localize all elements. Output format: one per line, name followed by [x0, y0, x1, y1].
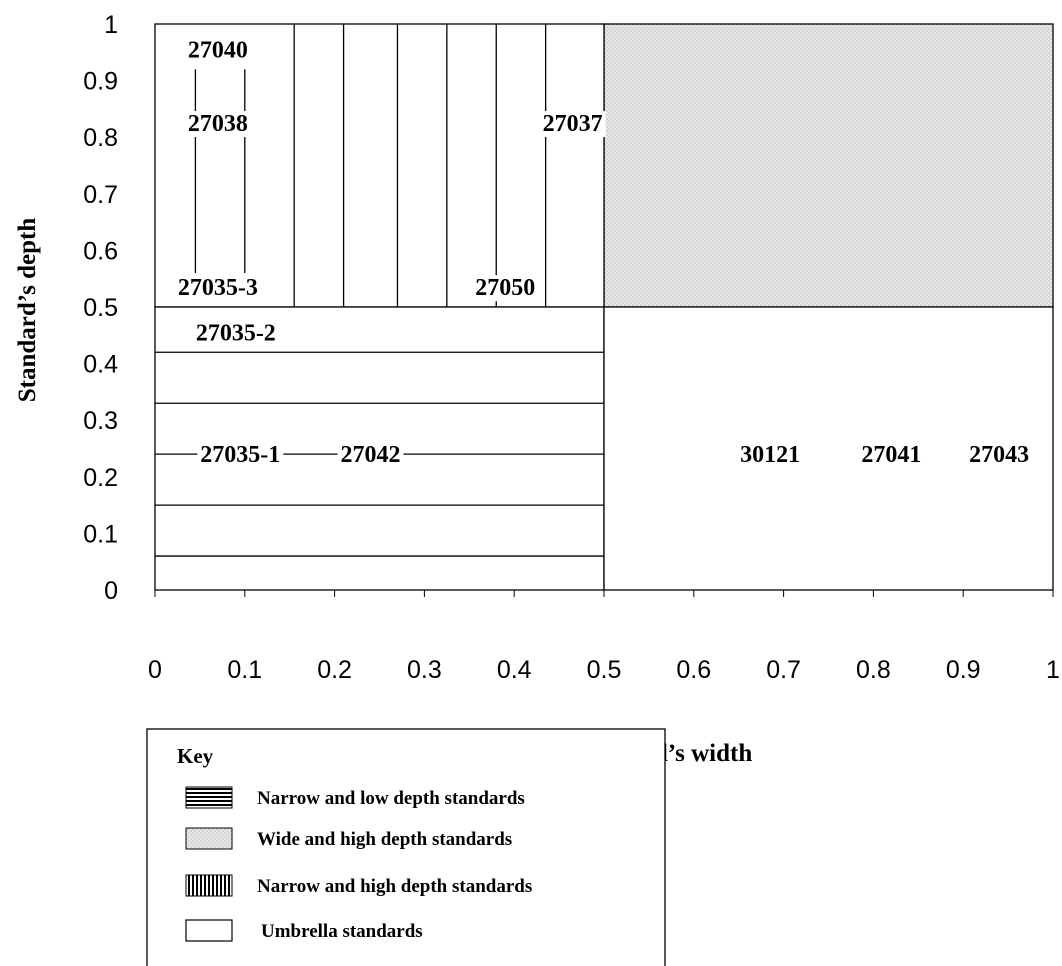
standard-label-27042: 27042: [337, 442, 404, 469]
x-tick-label: 0.3: [407, 656, 442, 684]
standard-label-background: [858, 442, 925, 469]
standard-label: 27050: [475, 275, 535, 301]
key-box: Key Narrow and low depth standards Wide …: [146, 728, 666, 966]
key-label-narrow-high: Narrow and high depth standards: [257, 876, 532, 897]
standard-label: 27037: [543, 111, 603, 137]
x-tick-label: 0.9: [946, 656, 981, 684]
x-tick-label: 0.6: [676, 656, 711, 684]
standard-label-27038: 27038: [184, 111, 251, 138]
x-axis: 0 0.1 0.2 0.3 0.4 0.5 0.6 0.7 0.8 0.9 1: [148, 590, 1060, 684]
x-tick-label: 0.7: [766, 656, 801, 684]
y-tick-label: 0.3: [83, 407, 118, 435]
standard-label-27041: 27041: [858, 442, 925, 469]
key-swatch-horizontal-lines: [185, 786, 233, 809]
x-tick-label: 0.4: [497, 656, 532, 684]
standard-label-background: [197, 442, 284, 469]
y-tick-label: 0: [104, 577, 118, 605]
x-tick-label: 1: [1046, 656, 1060, 684]
y-tick-label: 0.6: [83, 237, 118, 265]
x-tick-label: 0.2: [317, 656, 352, 684]
standard-label: 27038: [188, 111, 248, 137]
y-axis-title: Standard’s depth: [14, 218, 41, 403]
x-tick-label: 0.8: [856, 656, 891, 684]
y-tick-label: 0.4: [83, 351, 118, 379]
standard-label-27050: 27050: [472, 275, 539, 302]
key-title: Key: [177, 744, 214, 768]
standard-label-27037: 27037: [539, 111, 606, 138]
y-axis: 0 0.1 0.2 0.3 0.4 0.5 0.6 0.7 0.8 0.9 1: [83, 11, 118, 605]
standard-label-27043: 27043: [966, 442, 1033, 469]
y-tick-label: 0.5: [83, 294, 118, 322]
standard-labels-layer: 27040 27038 27037 27035-3 27050 27035-2 27035-…: [174, 37, 1033, 469]
standard-label-27035-3: 27035-3: [174, 275, 261, 302]
key-label-narrow-low: Narrow and low depth standards: [257, 788, 525, 809]
standard-label-background: [539, 111, 606, 138]
standard-label-background: [174, 275, 261, 302]
standard-label-background: [737, 442, 804, 469]
y-tick-label: 0.7: [83, 181, 118, 209]
y-tick-label: 0.8: [83, 124, 118, 152]
standard-label-background: [966, 442, 1033, 469]
key-swatch-vertical-lines: [185, 874, 233, 897]
standard-label-27035-1: 27035-1: [197, 442, 284, 469]
standard-label-30121: 30121: [737, 442, 804, 469]
y-tick-label: 0.2: [83, 464, 118, 492]
standard-label: 30121: [740, 442, 800, 468]
standard-label-27035-2: 27035-2: [192, 320, 279, 347]
key-swatch-dotted-grey: [185, 827, 233, 850]
x-tick-label: 0.5: [587, 656, 622, 684]
y-tick-label: 0.9: [83, 68, 118, 96]
standard-label: 27043: [969, 442, 1029, 468]
standard-label: 27040: [188, 37, 248, 63]
key-label-wide-high: Wide and high depth standards: [257, 829, 512, 850]
standard-label: 27042: [341, 442, 401, 468]
standard-label-background: [472, 275, 539, 302]
standard-label-background: [337, 442, 404, 469]
standard-label-background: [192, 320, 279, 347]
region-wide-and-high-depth-standards: [603, 23, 1054, 308]
standard-label-background: [184, 37, 251, 64]
standard-label: 27041: [861, 442, 921, 468]
standard-label: 27035-2: [196, 320, 276, 346]
x-tick-label: 0.1: [227, 656, 262, 684]
y-tick-label: 1: [104, 11, 118, 39]
standard-label-background: [184, 111, 251, 138]
key-border: [146, 728, 666, 966]
region-narrow-and-high-depth-standards: [154, 23, 605, 308]
x-tick-label: 0: [148, 656, 162, 684]
key-swatch-blank: [185, 919, 233, 942]
standard-label-27040: 27040: [184, 37, 251, 64]
divider-lines-layer: [155, 24, 604, 557]
y-tick-label: 0.1: [83, 520, 118, 548]
standard-label: 27035-3: [178, 275, 258, 301]
standard-label: 27035-1: [200, 442, 280, 468]
key-label-umbrella: Umbrella standards: [261, 921, 423, 942]
